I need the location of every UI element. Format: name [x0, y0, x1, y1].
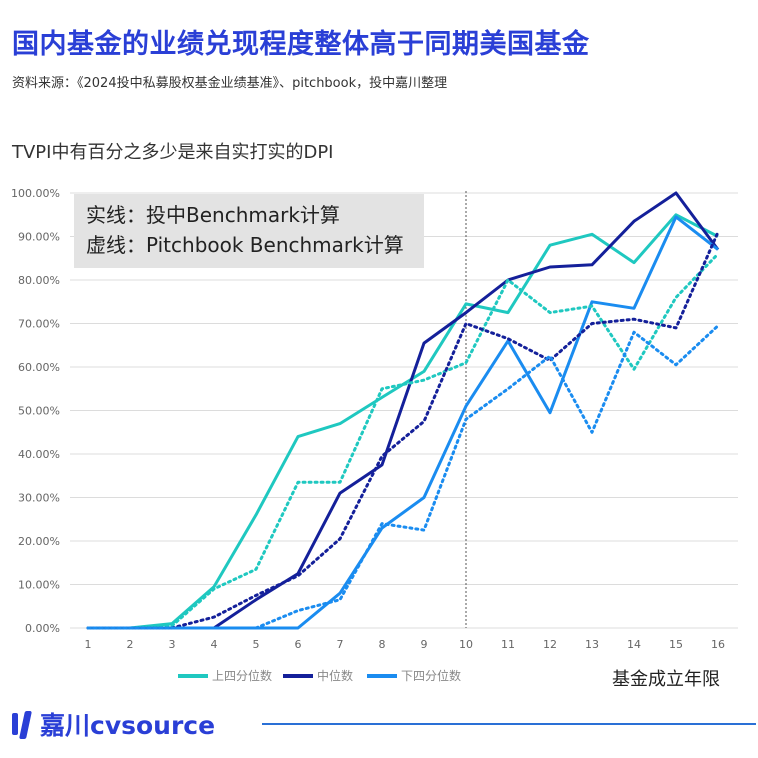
footer-divider — [262, 723, 756, 725]
y-tick-label: 100.00% — [11, 187, 60, 200]
annotation-dotted-label: 虚线：Pitchbook Benchmark计算 — [86, 233, 404, 257]
series-line-pitchbook-4 — [86, 230, 720, 630]
source-note: 资料来源：《2024投中私募股权基金业绩基准》、pitchbook，投中嘉川整理 — [12, 76, 448, 91]
y-tick-label: 70.00% — [18, 318, 60, 331]
y-axis-ticks: 0.00% 10.00% 20.00% 30.00% 40.00% 50.00% 60.00… — [11, 187, 60, 635]
y-tick-label: 40.00% — [18, 448, 60, 461]
x-tick-label: 16 — [711, 638, 725, 651]
x-tick-label: 10 — [459, 638, 473, 651]
x-tick-label: 1 — [85, 638, 92, 651]
chart-gridlines — [70, 192, 738, 629]
x-tick-label: 7 — [337, 638, 344, 651]
line-style-annotation: 实线：投中Benchmark计算 虚线：Pitchbook Benchmark计… — [74, 194, 424, 268]
x-axis-ticks: 1 2 3 4 5 6 7 8 9 10 11 12 13 14 15 16 — [85, 638, 726, 651]
x-tick-label: 2 — [127, 638, 134, 651]
x-tick-label: 13 — [585, 638, 599, 651]
y-tick-label: 10.00% — [18, 579, 60, 592]
x-tick-label: 3 — [169, 638, 176, 651]
x-axis-title: 基金成立年限 — [612, 669, 720, 690]
legend-label: 下四分位数 — [401, 668, 461, 683]
y-tick-label: 0.00% — [25, 622, 60, 635]
x-tick-label: 8 — [379, 638, 386, 651]
line-chart: 0.00% 10.00% 20.00% 30.00% 40.00% 50.00% 60.00… — [11, 187, 738, 683]
series-line-cvsource-2 — [88, 215, 719, 630]
logo-text: 嘉川cvsource — [40, 711, 216, 740]
x-tick-label: 12 — [543, 638, 557, 651]
x-tick-label: 4 — [211, 638, 218, 651]
x-tick-label: 15 — [669, 638, 683, 651]
legend-label: 上四分位数 — [212, 668, 272, 683]
annotation-solid-label: 实线：投中Benchmark计算 — [86, 203, 340, 227]
x-tick-label: 14 — [627, 638, 641, 651]
y-tick-label: 90.00% — [18, 231, 60, 244]
brand-logo: 嘉川cvsource — [10, 706, 215, 742]
logo-icon — [10, 709, 34, 739]
y-tick-label: 30.00% — [18, 492, 60, 505]
series-line-cvsource-0 — [88, 213, 719, 630]
page-title: 国内基金的业绩兑现程度整体高于同期美国基金 — [12, 29, 590, 60]
series-line-pitchbook-3 — [86, 252, 720, 630]
y-tick-label: 20.00% — [18, 535, 60, 548]
y-tick-label: 80.00% — [18, 274, 60, 287]
x-tick-label: 6 — [295, 638, 302, 651]
legend-label: 中位数 — [317, 668, 353, 683]
chart-series — [86, 191, 720, 630]
x-tick-label: 5 — [253, 638, 260, 651]
x-tick-label: 9 — [421, 638, 428, 651]
chart-legend: 上四分位数 中位数 下四分位数 — [178, 668, 461, 683]
y-tick-label: 60.00% — [18, 361, 60, 374]
chart-title: TVPI中有百分之多少是来自实打实的DPI — [12, 142, 334, 163]
x-tick-label: 11 — [501, 638, 515, 651]
y-tick-label: 50.00% — [18, 405, 60, 418]
series-line-pitchbook-5 — [86, 324, 720, 630]
